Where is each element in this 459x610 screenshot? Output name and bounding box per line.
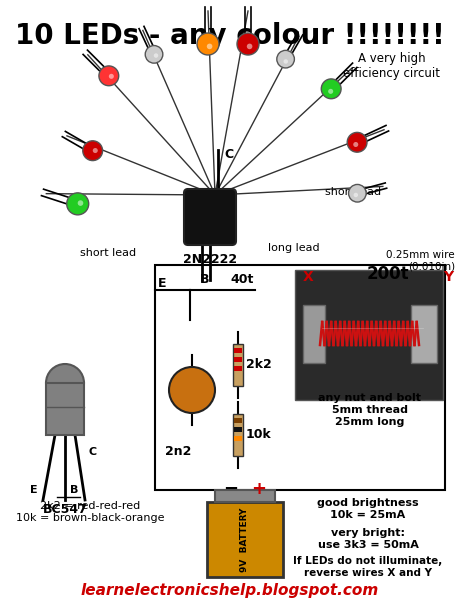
- Circle shape: [327, 89, 332, 94]
- Bar: [233, 344, 242, 386]
- Bar: [234, 418, 241, 423]
- Bar: [234, 348, 241, 353]
- Circle shape: [246, 43, 252, 49]
- Bar: [302, 305, 325, 363]
- Bar: [234, 427, 241, 432]
- Bar: [233, 414, 242, 456]
- Text: 200t: 200t: [366, 265, 409, 283]
- Text: short lead: short lead: [80, 248, 136, 258]
- Bar: [207, 502, 282, 577]
- Bar: [410, 305, 436, 363]
- Bar: [294, 270, 442, 400]
- Circle shape: [276, 51, 294, 68]
- Circle shape: [168, 367, 214, 413]
- Circle shape: [83, 141, 102, 160]
- Circle shape: [353, 142, 358, 147]
- Text: any nut and bolt
5mm thread
25mm long: any nut and bolt 5mm thread 25mm long: [318, 393, 420, 426]
- Text: E: E: [157, 277, 166, 290]
- Circle shape: [207, 43, 212, 49]
- Bar: [234, 436, 241, 441]
- Circle shape: [93, 148, 98, 153]
- Circle shape: [196, 33, 218, 55]
- Bar: [214, 490, 274, 502]
- Circle shape: [153, 53, 158, 58]
- Circle shape: [348, 184, 365, 202]
- Text: +: +: [251, 480, 266, 498]
- Text: long lead: long lead: [268, 243, 319, 253]
- Circle shape: [283, 59, 287, 63]
- Text: 40t: 40t: [230, 273, 253, 286]
- Text: 2n2: 2n2: [164, 445, 191, 458]
- Text: C: C: [224, 148, 233, 162]
- Circle shape: [347, 132, 366, 152]
- Circle shape: [67, 193, 89, 215]
- Circle shape: [353, 193, 357, 197]
- Text: 0.25mm wire
(0.010in): 0.25mm wire (0.010in): [386, 250, 454, 271]
- Text: 10k: 10k: [246, 428, 271, 442]
- Bar: [234, 366, 241, 371]
- Text: 2k2 = red-red-red
10k = brown-black-orange: 2k2 = red-red-red 10k = brown-black-oran…: [16, 501, 164, 523]
- Text: −: −: [223, 480, 238, 498]
- Text: Y: Y: [442, 270, 452, 284]
- Text: B: B: [200, 273, 209, 286]
- Circle shape: [109, 74, 114, 79]
- Text: BC547: BC547: [43, 503, 87, 516]
- Text: 10 LEDs - any colour !!!!!!!!: 10 LEDs - any colour !!!!!!!!: [15, 22, 444, 50]
- Circle shape: [46, 364, 84, 402]
- Text: learnelectronicshelp.blogspot.com: learnelectronicshelp.blogspot.com: [81, 583, 378, 598]
- Text: 2N2222: 2N2222: [183, 253, 236, 266]
- Text: 2k2: 2k2: [246, 359, 271, 371]
- Text: B: B: [70, 485, 78, 495]
- Circle shape: [145, 46, 162, 63]
- Circle shape: [236, 33, 258, 55]
- FancyBboxPatch shape: [184, 189, 235, 245]
- Text: short lead: short lead: [325, 187, 381, 197]
- Text: E: E: [30, 485, 38, 495]
- Text: very bright:
use 3k3 = 50mA: very bright: use 3k3 = 50mA: [317, 528, 418, 550]
- Text: C: C: [89, 447, 97, 457]
- Circle shape: [320, 79, 340, 99]
- Circle shape: [78, 200, 83, 206]
- Bar: [46, 383, 84, 435]
- Text: good brightness
10k = 25mA: good brightness 10k = 25mA: [317, 498, 418, 520]
- Text: A very high
efficiency circuit: A very high efficiency circuit: [343, 52, 440, 80]
- Bar: [155, 265, 444, 490]
- Circle shape: [99, 66, 118, 86]
- Text: If LEDs do not illuminate,
reverse wires X and Y: If LEDs do not illuminate, reverse wires…: [293, 556, 442, 578]
- Text: 9V  BATTERY: 9V BATTERY: [240, 508, 249, 572]
- Text: X: X: [302, 270, 313, 284]
- Bar: [234, 357, 241, 362]
